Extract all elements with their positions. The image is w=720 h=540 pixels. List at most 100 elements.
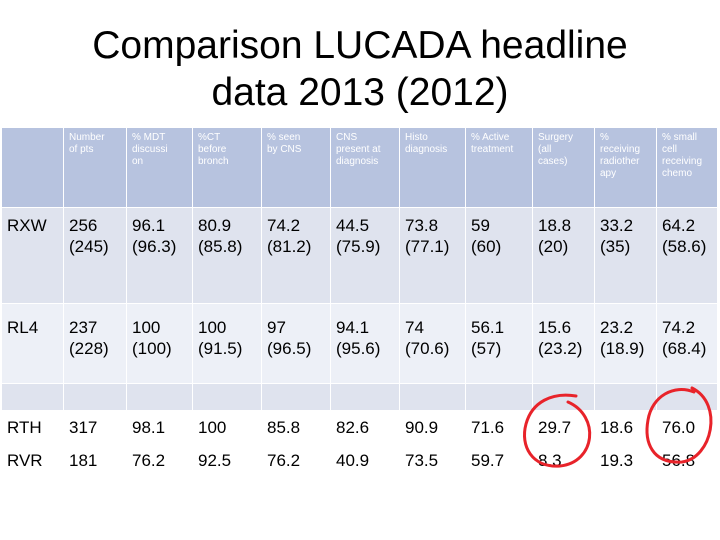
header-text-line: % MDT xyxy=(132,132,166,143)
value-2012: (85.8) xyxy=(198,237,243,256)
header-text-line: % Active xyxy=(471,132,510,143)
value-2013: 8.3 xyxy=(538,451,562,470)
table-cell: 74.2 (81.2) xyxy=(261,207,331,304)
header-text-line: cell xyxy=(662,144,678,155)
header-text-line: receiving xyxy=(662,156,703,167)
table-cell xyxy=(261,383,331,411)
value-2013: 71.6 xyxy=(471,418,505,437)
value-2013: 74 xyxy=(405,318,424,337)
header-row: Number of pts% MDT discussi on %CT before bron… xyxy=(1,127,718,208)
header-text-line: on xyxy=(132,156,144,167)
value-2013: 92.5 xyxy=(198,451,232,470)
table-cell: 100 (100) xyxy=(126,303,193,384)
value-2012: (228) xyxy=(69,339,109,358)
value-2013: 64.2 xyxy=(662,216,696,235)
header-text-line: chemo xyxy=(662,168,693,179)
table-cell: 44.5 (75.9) xyxy=(330,207,400,304)
header-cell: % seen by CNS xyxy=(261,127,331,208)
value-2013: 18.6 xyxy=(600,418,634,437)
table-cell: 90.9 xyxy=(399,410,466,448)
value-2013: 96.1 xyxy=(132,216,166,235)
table-cell: 59.7 xyxy=(465,447,533,481)
header-text-line: Histo xyxy=(405,132,428,143)
table-cell: 85.8 xyxy=(261,410,331,448)
header-text-line: discussi xyxy=(132,144,168,155)
table-cell xyxy=(192,383,262,411)
table-cell xyxy=(594,383,657,411)
table-cell: 94.1 (95.6) xyxy=(330,303,400,384)
value-2013: 33.2 xyxy=(600,216,634,235)
table-cell: 74.2 (68.4) xyxy=(656,303,718,384)
value-2013: 59 xyxy=(471,216,490,235)
value-2012: (20) xyxy=(538,237,569,256)
header-text-line: % xyxy=(600,132,609,143)
value-2012: (60) xyxy=(471,237,502,256)
table-cell: 64.2 (58.6) xyxy=(656,207,718,304)
table-cell: 18.6 xyxy=(594,410,657,448)
table-cell: 73.5 xyxy=(399,447,466,481)
table-cell xyxy=(330,383,400,411)
header-cell: CNS present at diagnosis xyxy=(330,127,400,208)
header-text-line: % small xyxy=(662,132,698,143)
table-body: Number of pts% MDT discussi on %CT before bron… xyxy=(1,127,718,481)
header-cell: % small cell receiving chemo xyxy=(656,127,718,208)
table-cell xyxy=(656,383,718,411)
table-cell: 71.6 xyxy=(465,410,533,448)
value-2012: (245) xyxy=(69,237,109,256)
table-cell: 82.6 xyxy=(330,410,400,448)
header-text-line: diagnosis xyxy=(405,144,448,155)
table-cell: 97 (96.5) xyxy=(261,303,331,384)
value-2012: (77.1) xyxy=(405,237,450,256)
table-cell: 73.8 (77.1) xyxy=(399,207,466,304)
table-cell xyxy=(63,383,127,411)
value-2013: 85.8 xyxy=(267,418,301,437)
header-text-line: of pts xyxy=(69,144,94,155)
value-2012: (35) xyxy=(600,237,631,256)
table-row xyxy=(1,383,718,411)
header-text-line: radiother xyxy=(600,156,640,167)
value-2012: (95.6) xyxy=(336,339,381,358)
table-cell: 76.2 xyxy=(261,447,331,481)
slide-title: Comparison LUCADA headline data 2013 (20… xyxy=(0,22,720,116)
value-2012: (96.5) xyxy=(267,339,312,358)
value-2013: 29.7 xyxy=(538,418,572,437)
table-cell: 181 xyxy=(63,447,127,481)
table-cell: 15.6 (23.2) xyxy=(532,303,595,384)
table-cell: 29.7 xyxy=(532,410,595,448)
value-2013: 74.2 xyxy=(267,216,301,235)
value-2013: 82.6 xyxy=(336,418,370,437)
table-cell: 56.1 (57) xyxy=(465,303,533,384)
header-text-line: % seen xyxy=(267,132,301,143)
value-2012: (68.4) xyxy=(662,339,707,358)
header-cell: % MDT discussi on xyxy=(126,127,193,208)
value-2013: 56.8 xyxy=(662,451,696,470)
header-cell: % receiving radiother apy xyxy=(594,127,657,208)
header-text-line: (all xyxy=(538,144,552,155)
row-label: RVR xyxy=(1,447,64,481)
header-cell: % Active treatment xyxy=(465,127,533,208)
row-label xyxy=(1,383,64,411)
slide-title-line-2: data 2013 (2012) xyxy=(211,71,509,114)
header-text-line: cases) xyxy=(538,156,568,167)
table-cell: 256 (245) xyxy=(63,207,127,304)
table-cell: 96.1 (96.3) xyxy=(126,207,193,304)
table-cell: 59 (60) xyxy=(465,207,533,304)
header-cell: %CT before bronch xyxy=(192,127,262,208)
value-2013: 19.3 xyxy=(600,451,634,470)
row-label: RXW xyxy=(1,207,64,304)
table-cell: 8.3 xyxy=(532,447,595,481)
value-2012: (70.6) xyxy=(405,339,450,358)
header-text-line: before xyxy=(198,144,227,155)
value-2013: 40.9 xyxy=(336,451,370,470)
table-cell: 76.0 xyxy=(656,410,718,448)
value-2013: 18.8 xyxy=(538,216,572,235)
header-cell: Number of pts xyxy=(63,127,127,208)
lucada-data-table: Number of pts% MDT discussi on %CT before bron… xyxy=(1,127,718,481)
value-2013: 15.6 xyxy=(538,318,572,337)
table-cell: 76.2 xyxy=(126,447,193,481)
row-label: RTH xyxy=(1,410,64,448)
value-2012: (58.6) xyxy=(662,237,707,256)
value-2012: (23.2) xyxy=(538,339,583,358)
value-2013: 44.5 xyxy=(336,216,370,235)
table-cell xyxy=(399,383,466,411)
